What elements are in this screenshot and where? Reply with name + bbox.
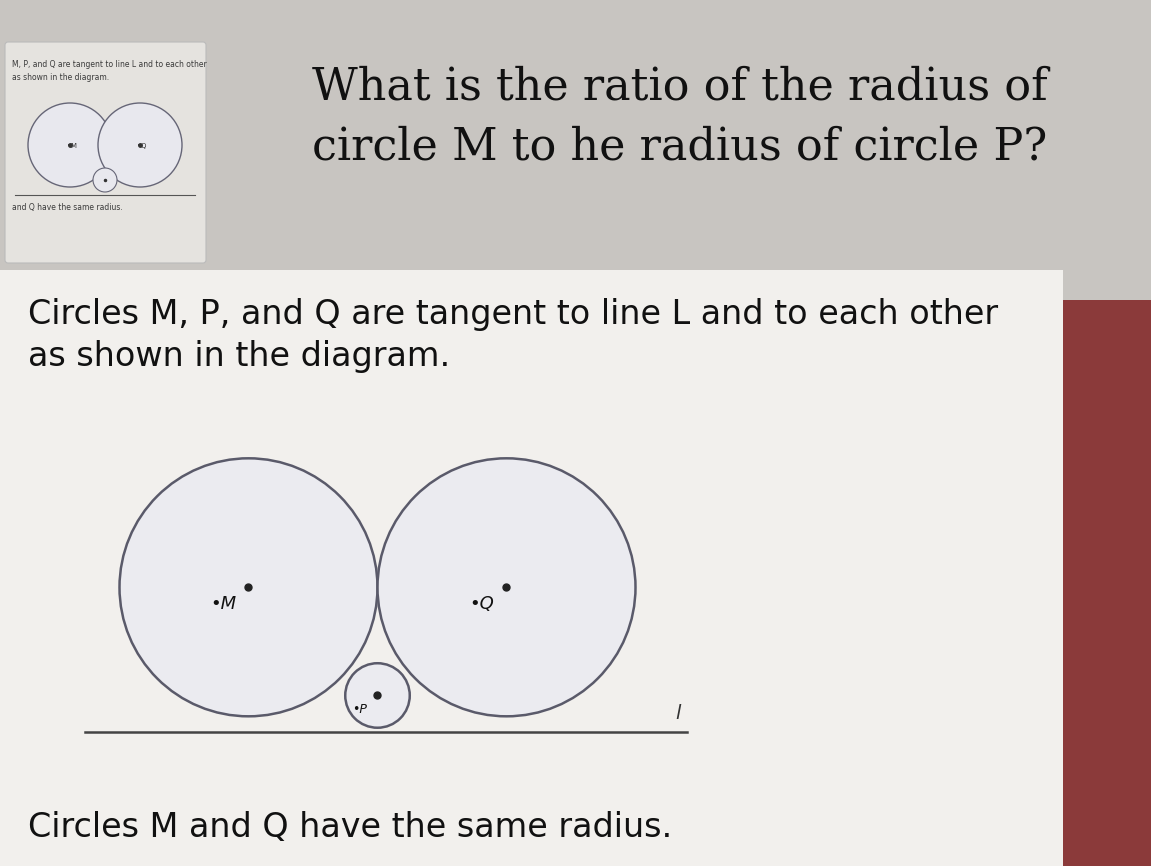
- Text: •P: •P: [352, 703, 367, 716]
- Text: •M: •M: [67, 143, 77, 149]
- Circle shape: [28, 103, 112, 187]
- Circle shape: [120, 458, 378, 716]
- Text: M, P, and Q are tangent to line L and to each other: M, P, and Q are tangent to line L and to…: [12, 60, 207, 69]
- Text: What is the ratio of the radius of: What is the ratio of the radius of: [312, 65, 1047, 108]
- Text: •Q: •Q: [470, 595, 495, 613]
- Text: Circles M and Q have the same radius.: Circles M and Q have the same radius.: [28, 811, 672, 844]
- Text: circle M to he radius of circle P?: circle M to he radius of circle P?: [312, 125, 1047, 168]
- Text: as shown in the diagram.: as shown in the diagram.: [28, 340, 450, 373]
- Text: l: l: [676, 704, 681, 723]
- Circle shape: [98, 103, 182, 187]
- Text: •M: •M: [211, 595, 236, 613]
- Text: •Q: •Q: [137, 143, 146, 149]
- Circle shape: [93, 168, 117, 192]
- Bar: [0, 270, 1064, 866]
- Text: Circles M, P, and Q are tangent to line L and to each other: Circles M, P, and Q are tangent to line …: [28, 298, 998, 331]
- Bar: [0, 0, 1151, 300]
- Text: and Q have the same radius.: and Q have the same radius.: [12, 203, 123, 212]
- Circle shape: [378, 458, 635, 716]
- Circle shape: [345, 663, 410, 727]
- Bar: [1060, 270, 1151, 866]
- FancyBboxPatch shape: [5, 42, 206, 263]
- Text: as shown in the diagram.: as shown in the diagram.: [12, 73, 109, 82]
